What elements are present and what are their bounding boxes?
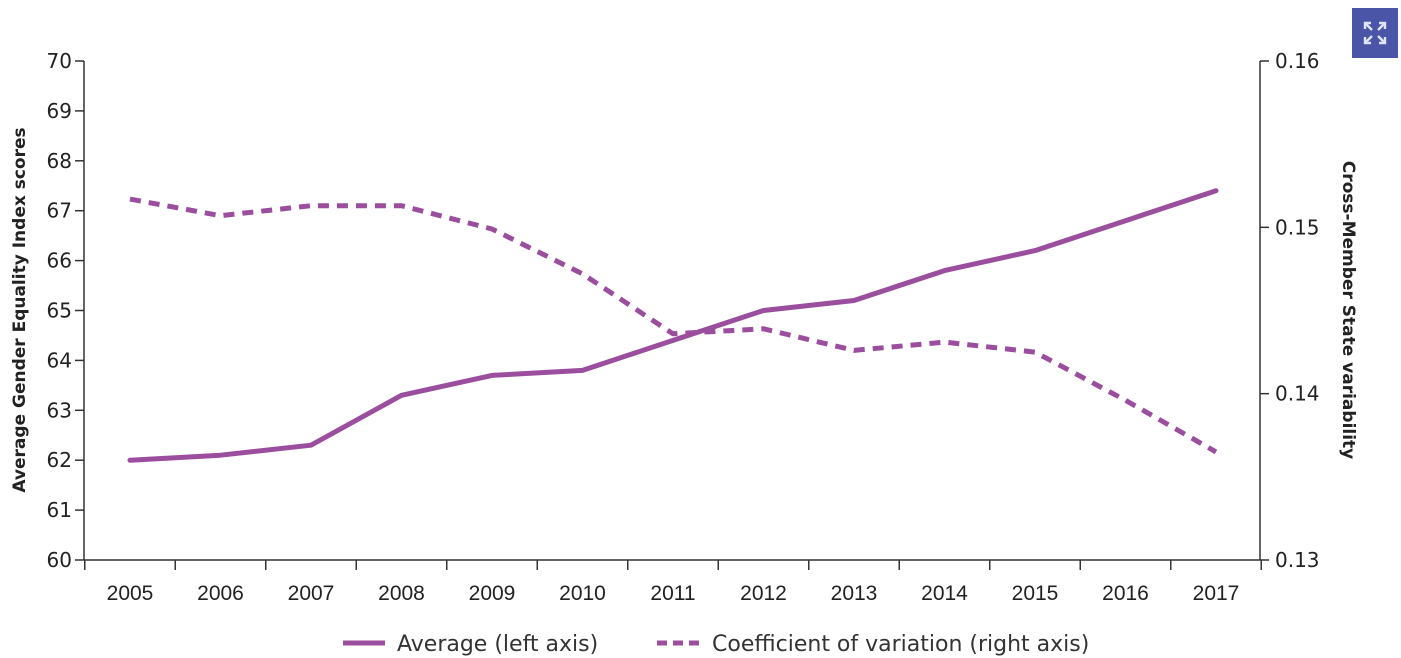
x-tick-label: 2010: [559, 582, 606, 605]
x-tick-label: 2011: [650, 582, 695, 605]
x-tick-label: 2015: [1012, 582, 1059, 605]
right-tick-label: 0.14: [1275, 382, 1320, 406]
x-tick-label: 2016: [1102, 582, 1149, 605]
x-tick-label: 2013: [831, 582, 878, 605]
series-line-average: [127, 188, 1219, 463]
x-tick-label: 2009: [469, 582, 516, 605]
left-tick-label: 67: [47, 199, 72, 223]
left-tick-label: 64: [47, 348, 72, 372]
left-axis-title: Average Gender Equality Index scores: [10, 127, 30, 492]
x-tick-label: 2017: [1193, 582, 1240, 605]
expand-icon: [1363, 21, 1387, 45]
series-line-coefficient: [129, 196, 1218, 455]
x-axis: 2005 2006 2007 2008 2009 2010 2011 2012 2013 2014…: [84, 559, 1262, 605]
x-tick-label: 2006: [197, 582, 244, 605]
left-tick-label: 69: [47, 99, 72, 123]
left-tick-label: 61: [47, 498, 72, 522]
legend-label-coefficient: Coefficient of variation (right axis): [712, 632, 1089, 657]
expand-button[interactable]: [1352, 8, 1398, 58]
right-y-axis: 0.13 0.14 0.15 0.16: [1259, 49, 1320, 572]
legend-label-average: Average (left axis): [397, 632, 598, 657]
right-axis-title: Cross-Member State variability: [1338, 161, 1358, 460]
left-tick-label: 70: [47, 49, 72, 73]
legend: Average (left axis) Coefficient of varia…: [343, 632, 1089, 657]
left-y-axis: 60 61 62 63 64 65 66 67 68 69 70: [47, 49, 85, 572]
right-tick-label: 0.16: [1275, 49, 1320, 73]
left-tick-label: 62: [47, 448, 72, 472]
left-tick-label: 65: [47, 299, 72, 323]
left-tick-label: 68: [47, 149, 72, 173]
x-tick-label: 2007: [288, 582, 335, 605]
x-tick-label: 2005: [107, 582, 154, 605]
left-tick-label: 63: [47, 398, 72, 422]
series-layer: [127, 188, 1219, 463]
left-tick-label: 66: [47, 249, 72, 273]
right-tick-label: 0.13: [1275, 548, 1320, 572]
left-tick-label: 60: [47, 548, 72, 572]
x-tick-label: 2014: [921, 582, 968, 605]
right-tick-label: 0.15: [1275, 215, 1320, 239]
x-tick-label: 2012: [740, 582, 787, 605]
x-tick-label: 2008: [378, 582, 425, 605]
